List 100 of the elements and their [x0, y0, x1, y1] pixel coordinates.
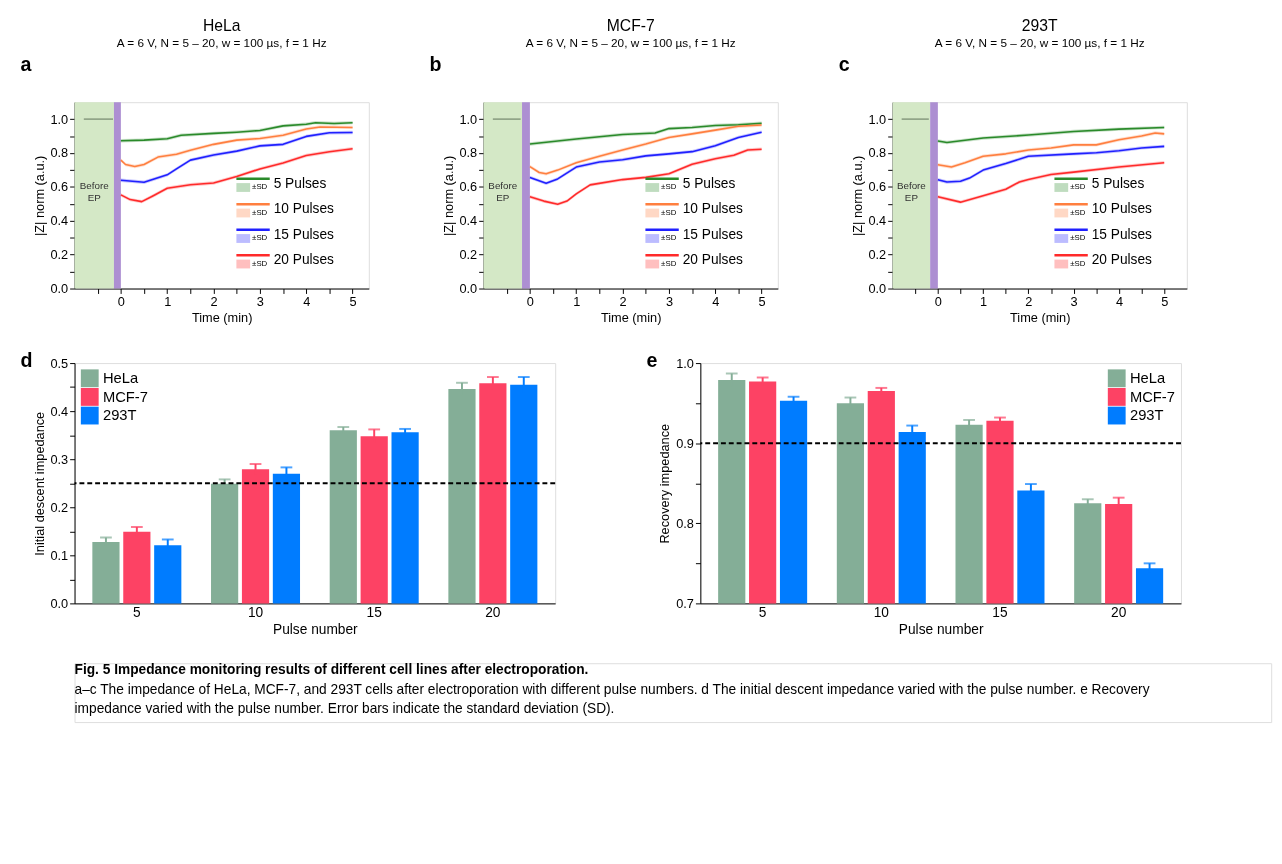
- x-axis-title: Pulse number: [273, 622, 359, 638]
- legend-label: 5 Pulses: [1091, 175, 1145, 191]
- legend-label: 10 Pulses: [682, 201, 744, 217]
- y-tick-label: 0.8: [676, 515, 694, 531]
- x-axis-title: Pulse number: [898, 622, 984, 638]
- text: Fig. 5 Impedance monitoring results of different cell lines after electroporation.: [74, 662, 589, 678]
- y-tick-label: 0.8: [868, 145, 887, 161]
- y-tick-label: 0.2: [50, 499, 69, 515]
- y-axis-title: |Z| norm (a.u.): [31, 155, 47, 236]
- legend-label: MCF-7: [1129, 388, 1175, 405]
- text: a–c The impedance of HeLa, MCF-7, and 293T cells after electroporation with different pulse numbers. d The initial descent impedance varied with the pulse number. e Recovery impedance varied with the pulse number. Error bars indicate the standard deviation (SD).: [74, 681, 1150, 717]
- x-tick-label: 3: [1070, 293, 1078, 309]
- band-label: Before EP: [896, 179, 927, 203]
- chart-subtitle: A = 6 V, N = 5 – 20, w = 100 µs, f = 1 Hz: [934, 36, 1145, 50]
- y-tick-label: 0.6: [459, 179, 478, 195]
- x-tick-label: 20: [1111, 604, 1127, 620]
- y-tick-label: 0.6: [868, 179, 887, 195]
- y-tick-label: 0.3: [50, 451, 69, 467]
- x-axis-title: Time (min): [191, 310, 253, 326]
- annotation: ±SD: [1070, 182, 1086, 192]
- y-tick-label: 0.7: [676, 595, 694, 611]
- text: ±SD: [661, 258, 677, 268]
- text: c: [838, 52, 850, 75]
- x-tick-label: 20: [485, 604, 501, 620]
- legend-label: 20 Pulses: [1091, 252, 1153, 268]
- y-tick-label: 1.0: [459, 111, 478, 127]
- y-tick-label: 0.4: [868, 213, 887, 229]
- x-tick-label: 10: [247, 604, 264, 620]
- text: d: [20, 349, 33, 372]
- x-tick-label: 3: [256, 293, 264, 309]
- text: ±SD: [661, 207, 677, 217]
- x-tick-label: 5: [133, 604, 142, 620]
- legend-label: 5 Pulses: [682, 175, 736, 191]
- legend-label: MCF-7: [102, 388, 148, 405]
- x-tick-label: 15: [992, 604, 1008, 620]
- text: ±SD: [252, 258, 268, 268]
- y-tick-label: 0.6: [50, 179, 69, 195]
- y-tick-label: 0.2: [50, 247, 69, 263]
- chart-subtitle: A = 6 V, N = 5 – 20, w = 100 µs, f = 1 Hz: [525, 36, 736, 50]
- x-tick-label: 3: [665, 293, 673, 309]
- bar: [123, 531, 151, 604]
- x-tick-label: 5: [758, 293, 766, 309]
- x-tick-label: 5: [349, 293, 357, 309]
- y-tick-label: 0.4: [50, 403, 69, 419]
- y-tick-label: 1.0: [676, 355, 694, 371]
- legend-label: HeLa: [1129, 370, 1166, 387]
- y-axis-title: Recovery impedance: [657, 423, 673, 544]
- text: ±SD: [252, 233, 268, 243]
- chart-subtitle: A = 6 V, N = 5 – 20, w = 100 µs, f = 1 Hz: [116, 36, 327, 50]
- x-axis-title: Time (min): [600, 310, 662, 326]
- y-tick-label: 0.2: [868, 247, 887, 263]
- chart-title: MCF-7: [606, 16, 655, 34]
- legend-label: 5 Pulses: [273, 175, 327, 191]
- annotation: ±SD: [661, 182, 677, 192]
- text: ±SD: [1070, 258, 1086, 268]
- x-tick-label: 2: [1025, 293, 1033, 309]
- chart-title: HeLa: [202, 16, 241, 34]
- legend-label: 20 Pulses: [682, 252, 744, 268]
- y-axis-title: |Z| norm (a.u.): [440, 155, 456, 236]
- legend-label: 293T: [102, 407, 137, 424]
- x-tick-label: 15: [366, 604, 383, 620]
- y-tick-label: 0.1: [50, 547, 69, 563]
- legend-label: 15 Pulses: [1091, 226, 1153, 242]
- y-tick-label: 0.4: [459, 213, 478, 229]
- band-label: Before EP: [79, 179, 110, 203]
- legend-label: HeLa: [102, 370, 139, 387]
- y-tick-label: 0.5: [50, 355, 69, 371]
- legend-label: 15 Pulses: [682, 226, 744, 242]
- x-tick-label: 4: [712, 293, 720, 309]
- legend-label: 10 Pulses: [1091, 201, 1153, 217]
- x-tick-label: 1: [573, 293, 581, 309]
- x-tick-label: 5: [758, 604, 767, 620]
- y-tick-label: 1.0: [868, 111, 887, 127]
- text: b: [429, 52, 442, 75]
- y-tick-label: 0.8: [459, 145, 478, 161]
- text: ±SD: [1070, 207, 1086, 217]
- x-axis-title: Time (min): [1009, 310, 1071, 326]
- y-tick-label: 0.9: [676, 435, 694, 451]
- text: ±SD: [252, 207, 268, 217]
- legend-label: 20 Pulses: [273, 252, 335, 268]
- x-tick-label: 4: [303, 293, 311, 309]
- bar: [241, 469, 270, 604]
- text: ±SD: [661, 233, 677, 243]
- legend-label: 10 Pulses: [273, 201, 335, 217]
- legend-label: 293T: [1129, 407, 1164, 424]
- y-tick-label: 0.2: [459, 247, 478, 263]
- text: a: [20, 52, 33, 75]
- x-tick-label: 0: [117, 293, 125, 309]
- y-tick-label: 0.8: [50, 145, 69, 161]
- x-tick-label: 1: [164, 293, 172, 309]
- text: e: [646, 349, 658, 372]
- x-tick-label: 0: [934, 293, 942, 309]
- x-tick-label: 2: [210, 293, 218, 309]
- y-tick-label: 0.0: [459, 280, 478, 296]
- y-tick-label: 0.0: [50, 595, 69, 611]
- band-label: Before EP: [488, 179, 518, 203]
- y-tick-label: 1.0: [50, 111, 69, 127]
- x-tick-label: 2: [619, 293, 627, 309]
- annotation: ±SD: [252, 182, 268, 192]
- y-tick-label: 0.0: [50, 280, 69, 296]
